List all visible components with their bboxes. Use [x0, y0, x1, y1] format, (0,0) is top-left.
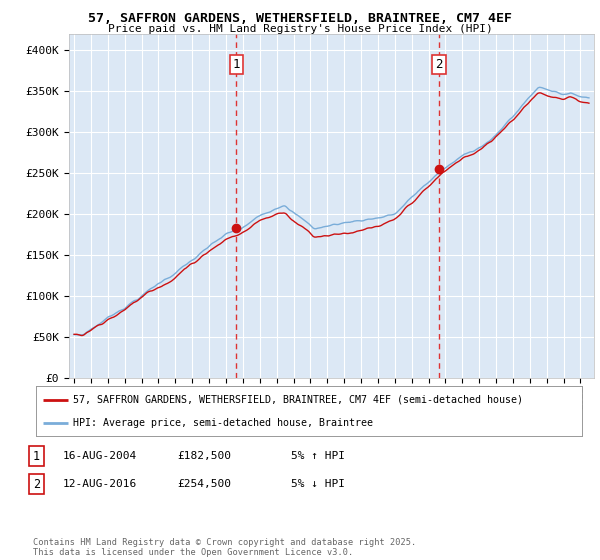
Text: £254,500: £254,500: [177, 479, 231, 489]
Text: 57, SAFFRON GARDENS, WETHERSFIELD, BRAINTREE, CM7 4EF (semi-detached house): 57, SAFFRON GARDENS, WETHERSFIELD, BRAIN…: [73, 395, 523, 405]
Text: HPI: Average price, semi-detached house, Braintree: HPI: Average price, semi-detached house,…: [73, 418, 373, 428]
Text: 2: 2: [435, 58, 443, 71]
Text: 1: 1: [233, 58, 240, 71]
Text: Contains HM Land Registry data © Crown copyright and database right 2025.
This d: Contains HM Land Registry data © Crown c…: [33, 538, 416, 557]
Text: 16-AUG-2004: 16-AUG-2004: [63, 451, 137, 461]
Text: 5% ↑ HPI: 5% ↑ HPI: [291, 451, 345, 461]
Text: 57, SAFFRON GARDENS, WETHERSFIELD, BRAINTREE, CM7 4EF: 57, SAFFRON GARDENS, WETHERSFIELD, BRAIN…: [88, 12, 512, 25]
Text: 12-AUG-2016: 12-AUG-2016: [63, 479, 137, 489]
Text: Price paid vs. HM Land Registry's House Price Index (HPI): Price paid vs. HM Land Registry's House …: [107, 24, 493, 34]
Text: £182,500: £182,500: [177, 451, 231, 461]
Text: 5% ↓ HPI: 5% ↓ HPI: [291, 479, 345, 489]
Text: 2: 2: [33, 478, 40, 491]
Text: 1: 1: [33, 450, 40, 463]
